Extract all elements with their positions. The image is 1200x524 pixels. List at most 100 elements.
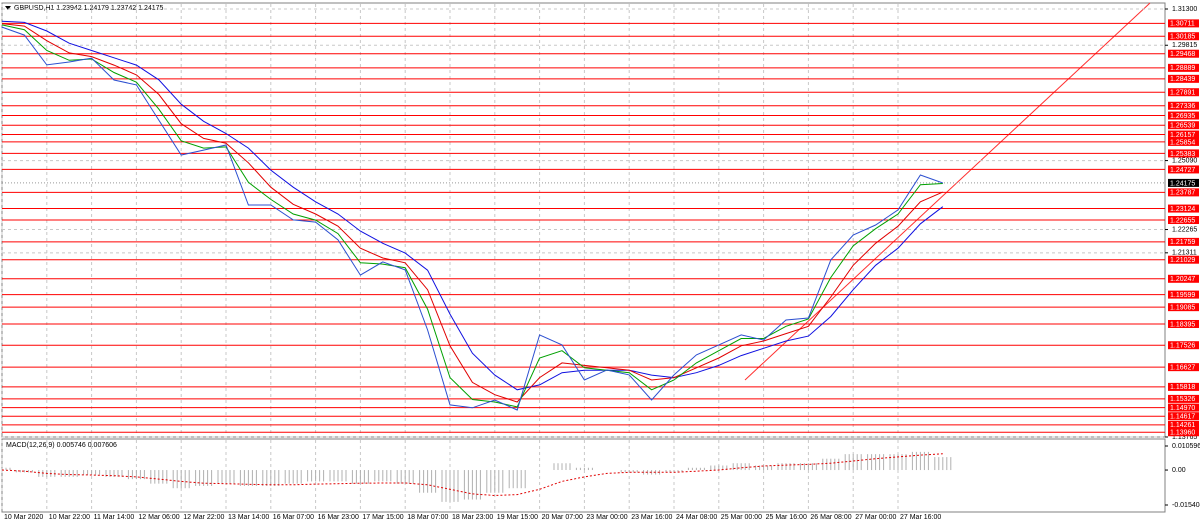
level-label-box [1168, 74, 1199, 83]
x-tick-label: 11 Mar 14:00 [94, 514, 135, 521]
moving-average [1, 20, 944, 391]
macd-title: MACD(12,26,9) 0.005746 0.007606 [6, 442, 117, 449]
level-label-box [1168, 290, 1199, 299]
level-label-box [1168, 165, 1199, 174]
x-tick-label: 24 Mar 08:00 [676, 514, 717, 521]
x-tick-label: 17 Mar 15:00 [362, 514, 403, 521]
level-label-box [1168, 19, 1199, 28]
level-label-box [1168, 428, 1199, 437]
x-tick-label: 27 Mar 00:00 [855, 514, 896, 521]
level-label-box [1168, 403, 1199, 412]
x-tick-label: 25 Mar 16:00 [766, 514, 807, 521]
y-tick-label: 1.25090 [1172, 157, 1197, 164]
moving-average [1, 24, 943, 408]
level-label: 1.14617 [1170, 414, 1195, 421]
level-label-box [1168, 319, 1199, 328]
level-label: 1.30711 [1170, 21, 1195, 28]
x-tick-label: 18 Mar 23:00 [452, 514, 493, 521]
level-label: 1.15818 [1170, 384, 1195, 391]
level-label-box [1168, 32, 1199, 41]
level-label: 1.26157 [1170, 132, 1195, 139]
trend-line [744, 2, 1151, 381]
x-tick-label: 16 Mar 07:00 [273, 514, 314, 521]
moving-average [1, 23, 943, 403]
level-label-box [1168, 394, 1199, 403]
y-tick-label: 1.13765 [1172, 434, 1197, 441]
level-label-box [1168, 188, 1199, 197]
y-tick-label: 1.31300 [1172, 6, 1197, 13]
chart-title: GBPUSD,H1 1.23942 1.24179 1.23742 1.2417… [14, 5, 164, 12]
level-label: 1.21029 [1170, 257, 1195, 264]
x-tick-label: 23 Mar 00:00 [586, 514, 627, 521]
x-tick-label: 23 Mar 16:00 [631, 514, 672, 521]
level-label-box [1168, 237, 1199, 246]
level-label: 1.26539 [1170, 123, 1195, 130]
level-label: 1.22655 [1170, 217, 1195, 224]
x-tick-label: 16 Mar 23:00 [318, 514, 359, 521]
level-label-box [1168, 63, 1199, 72]
last-price-box [1168, 178, 1199, 187]
level-label-box [1168, 420, 1199, 429]
level-label: 1.14970 [1170, 405, 1195, 412]
level-label-box [1168, 216, 1199, 225]
y-tick-label: 1.29815 [1172, 42, 1197, 49]
level-label-box [1168, 121, 1199, 130]
level-label-box [1168, 149, 1199, 158]
level-label: 1.23787 [1170, 190, 1195, 197]
level-label: 1.24727 [1170, 167, 1195, 174]
level-label: 1.25383 [1170, 151, 1195, 158]
level-label: 1.21759 [1170, 239, 1195, 246]
level-label: 1.30185 [1170, 34, 1195, 41]
level-label: 1.15326 [1170, 396, 1195, 403]
level-label-box [1168, 88, 1199, 97]
y-tick-label: 1.22265 [1172, 226, 1197, 233]
x-tick-label: 18 Mar 07:00 [407, 514, 448, 521]
level-label: 1.13960 [1170, 430, 1195, 437]
level-label-box [1168, 49, 1199, 58]
x-tick-label: 19 Mar 15:00 [497, 514, 538, 521]
level-label-box [1168, 382, 1199, 391]
price-line [1, 26, 943, 411]
level-label: 1.16627 [1170, 364, 1195, 371]
x-tick-label: 10 Mar 22:00 [49, 514, 90, 521]
level-label: 1.23124 [1170, 206, 1195, 213]
level-label-box [1168, 341, 1199, 350]
level-label: 1.27336 [1170, 103, 1195, 110]
x-tick-label: 12 Mar 22:00 [183, 514, 224, 521]
level-label: 1.28889 [1170, 65, 1195, 72]
level-label: 1.28439 [1170, 76, 1195, 83]
signal-line [1, 453, 943, 497]
level-label: 1.19085 [1170, 304, 1195, 311]
level-label: 1.26935 [1170, 113, 1195, 120]
menu-arrow[interactable] [5, 6, 11, 10]
level-label-box [1168, 137, 1199, 146]
level-label-box [1168, 255, 1199, 264]
level-label: 1.25854 [1170, 139, 1195, 146]
level-label: 1.20247 [1170, 276, 1195, 283]
level-label: 1.27891 [1170, 90, 1195, 97]
level-label: 1.29468 [1170, 51, 1195, 58]
level-label-box [1168, 303, 1199, 312]
x-tick-label: 27 Mar 16:00 [900, 514, 941, 521]
x-tick-label: 20 Mar 07:00 [542, 514, 583, 521]
x-tick-label: 25 Mar 00:00 [721, 514, 762, 521]
y-tick-label: -0.015404 [1172, 502, 1200, 509]
x-tick-label: 10 Mar 2020 [4, 514, 43, 521]
level-label: 1.19599 [1170, 292, 1195, 299]
level-label-box [1168, 204, 1199, 213]
level-label: 1.18395 [1170, 321, 1195, 328]
x-tick-label: 26 Mar 08:00 [810, 514, 851, 521]
y-tick-label: 1.21311 [1172, 250, 1197, 257]
x-tick-label: 13 Mar 14:00 [228, 514, 269, 521]
last-price-label: 1.24175 [1170, 180, 1195, 187]
level-label-box [1168, 412, 1199, 421]
level-label-box [1168, 130, 1199, 139]
level-label-box [1168, 111, 1199, 120]
level-label-box [1168, 274, 1199, 283]
level-label: 1.14261 [1170, 422, 1195, 429]
y-tick-label: 0.010596 [1172, 443, 1200, 450]
level-label-box [1168, 101, 1199, 110]
level-label: 1.17526 [1170, 343, 1195, 350]
x-tick-label: 12 Mar 06:00 [138, 514, 179, 521]
